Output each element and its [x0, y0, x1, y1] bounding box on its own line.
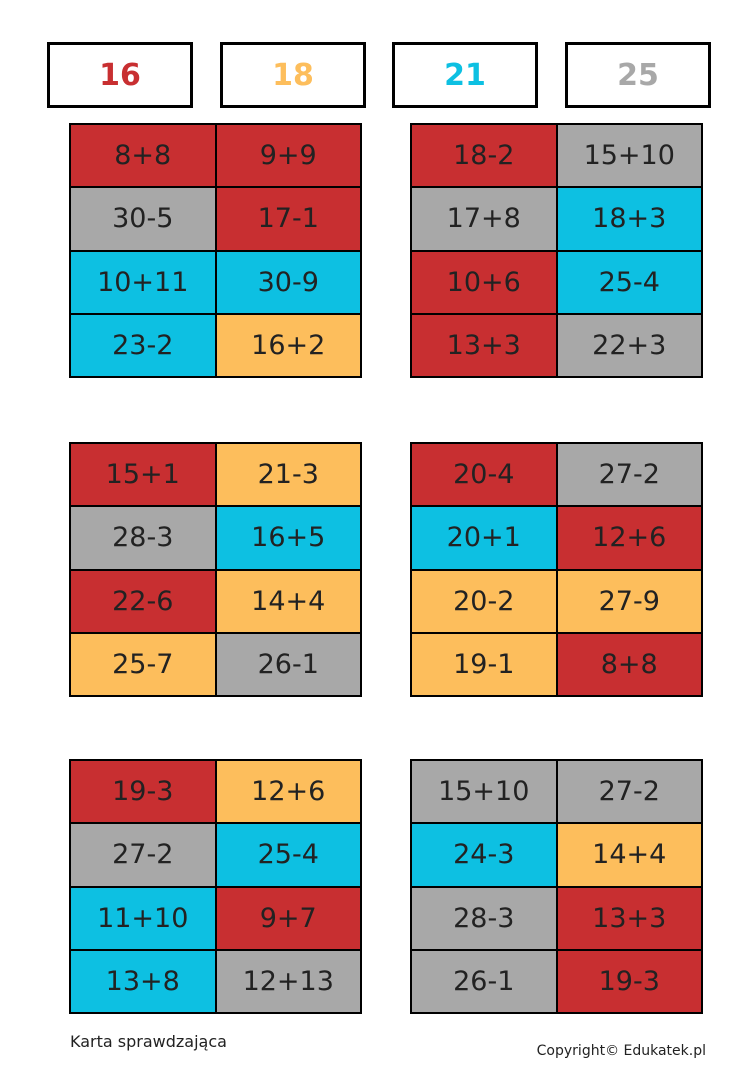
grid-cell: 20-4 — [412, 444, 556, 506]
grid-cell: 21-3 — [216, 444, 360, 506]
grid-cell: 14+4 — [216, 570, 360, 632]
grid-cell: 30-5 — [71, 188, 215, 250]
grid-cell: 18+3 — [557, 188, 701, 250]
grid-cell: 13+3 — [557, 887, 701, 949]
key-value: 18 — [272, 57, 314, 93]
grid-cell: 22-6 — [71, 570, 215, 632]
grid-cell: 27-9 — [557, 570, 701, 632]
grid-cell: 20-2 — [412, 570, 556, 632]
grid-cell: 22+3 — [557, 314, 701, 376]
grid-cell: 15+1 — [71, 444, 215, 506]
grid-cell: 28-3 — [71, 507, 215, 569]
grid-cell: 12+6 — [216, 761, 360, 823]
grid-cell: 20+1 — [412, 507, 556, 569]
grid-cell: 15+10 — [412, 761, 556, 823]
grid-cell: 30-9 — [216, 251, 360, 313]
grid-cell: 11+10 — [71, 887, 215, 949]
grid-cell: 9+9 — [216, 125, 360, 187]
grid-cell: 17+8 — [412, 188, 556, 250]
grid-cell: 23-2 — [71, 314, 215, 376]
key-box-3: 21 — [392, 42, 538, 108]
grid-cell: 10+11 — [71, 251, 215, 313]
grid-cell: 15+10 — [557, 125, 701, 187]
copyright-notice: Copyright© Edukatek.pl — [536, 1043, 706, 1059]
puzzle-grid-2: 18-2 15+10 17+8 18+3 10+6 25-4 13+3 22+3 — [410, 123, 703, 378]
key-box-1: 16 — [47, 42, 193, 108]
grid-cell: 12+13 — [216, 950, 360, 1012]
puzzle-grid-4: 20-4 27-2 20+1 12+6 20-2 27-9 19-1 8+8 — [410, 442, 703, 697]
sheet-caption: Karta sprawdzająca — [70, 1032, 227, 1051]
grid-cell: 26-1 — [216, 633, 360, 695]
grid-cell: 14+4 — [557, 824, 701, 886]
puzzle-grid-6: 15+10 27-2 24-3 14+4 28-3 13+3 26-1 19-3 — [410, 759, 703, 1014]
grid-cell: 17-1 — [216, 188, 360, 250]
key-box-2: 18 — [220, 42, 366, 108]
puzzle-grid-1: 8+8 9+9 30-5 17-1 10+11 30-9 23-2 16+2 — [69, 123, 362, 378]
grid-cell: 27-2 — [557, 761, 701, 823]
grid-cell: 16+5 — [216, 507, 360, 569]
grid-cell: 19-3 — [71, 761, 215, 823]
key-box-4: 25 — [565, 42, 711, 108]
grid-cell: 24-3 — [412, 824, 556, 886]
grid-cell: 13+8 — [71, 950, 215, 1012]
puzzle-grid-5: 19-3 12+6 27-2 25-4 11+10 9+7 13+8 12+13 — [69, 759, 362, 1014]
grid-cell: 10+6 — [412, 251, 556, 313]
puzzle-grid-3: 15+1 21-3 28-3 16+5 22-6 14+4 25-7 26-1 — [69, 442, 362, 697]
key-value: 16 — [99, 57, 141, 93]
grid-cell: 19-1 — [412, 633, 556, 695]
grid-cell: 28-3 — [412, 887, 556, 949]
grid-cell: 25-4 — [557, 251, 701, 313]
grid-cell: 18-2 — [412, 125, 556, 187]
grid-cell: 16+2 — [216, 314, 360, 376]
grid-cell: 27-2 — [71, 824, 215, 886]
grid-cell: 27-2 — [557, 444, 701, 506]
grid-cell: 13+3 — [412, 314, 556, 376]
key-value: 21 — [444, 57, 486, 93]
grid-cell: 25-7 — [71, 633, 215, 695]
grid-cell: 19-3 — [557, 950, 701, 1012]
grid-cell: 12+6 — [557, 507, 701, 569]
key-value: 25 — [617, 57, 659, 93]
grid-cell: 8+8 — [557, 633, 701, 695]
grid-cell: 25-4 — [216, 824, 360, 886]
grid-cell: 9+7 — [216, 887, 360, 949]
grid-cell: 26-1 — [412, 950, 556, 1012]
grid-cell: 8+8 — [71, 125, 215, 187]
